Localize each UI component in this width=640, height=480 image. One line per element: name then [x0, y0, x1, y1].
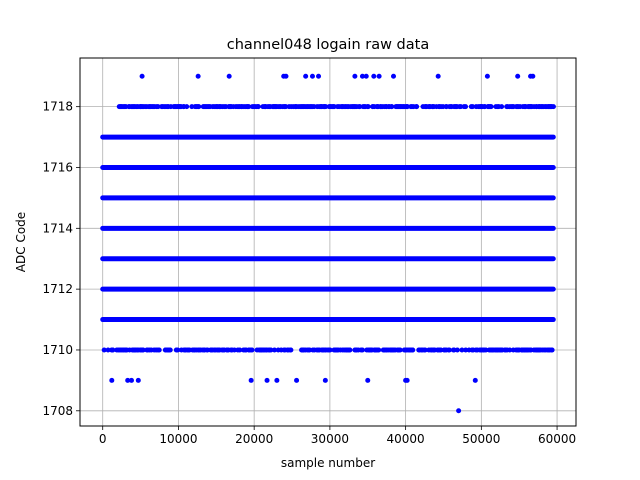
data-point	[175, 347, 181, 353]
data-point	[248, 377, 254, 383]
data-point	[125, 377, 131, 383]
data-point	[484, 73, 490, 79]
data-point	[294, 377, 300, 383]
data-point	[365, 377, 371, 383]
x-tick-label: 10000	[159, 432, 197, 446]
x-tick-label: 50000	[462, 432, 500, 446]
y-tick-label: 1718	[42, 100, 73, 114]
data-point	[327, 347, 333, 353]
y-tick-label: 1710	[42, 343, 73, 357]
data-point	[507, 347, 513, 353]
data-point	[463, 104, 469, 110]
data-point	[274, 377, 280, 383]
data-point	[135, 377, 141, 383]
data-point	[140, 347, 146, 353]
chart-title: channel048 logain raw data	[227, 37, 429, 53]
data-point	[272, 347, 278, 353]
data-point	[139, 73, 145, 79]
data-point	[156, 347, 162, 353]
data-point	[288, 347, 294, 353]
data-point	[391, 73, 397, 79]
y-tick-label: 1714	[42, 221, 73, 235]
data-point	[237, 347, 243, 353]
data-point	[446, 347, 452, 353]
data-point	[309, 73, 315, 79]
data-point	[303, 73, 309, 79]
data-point	[246, 104, 252, 110]
x-tick-label: 40000	[387, 432, 425, 446]
data-point	[316, 73, 322, 79]
data-point	[470, 104, 476, 110]
data-point	[515, 73, 521, 79]
data-point	[410, 347, 416, 353]
data-point	[456, 408, 462, 414]
data-points	[100, 73, 556, 414]
data-point	[549, 347, 555, 353]
x-tick-label: 30000	[311, 432, 349, 446]
data-point	[195, 73, 201, 79]
data-point	[226, 73, 232, 79]
data-point	[155, 104, 161, 110]
data-point	[249, 347, 255, 353]
data-point	[167, 347, 173, 353]
data-point	[105, 347, 111, 353]
data-point	[550, 104, 556, 110]
data-point	[389, 104, 395, 110]
data-point	[530, 73, 536, 79]
data-point	[184, 104, 190, 110]
data-point	[414, 104, 420, 110]
data-point	[488, 104, 494, 110]
data-point	[454, 347, 460, 353]
data-point	[376, 347, 382, 353]
data-point	[397, 347, 403, 353]
data-point	[264, 377, 270, 383]
data-point	[128, 377, 134, 383]
data-point	[109, 377, 115, 383]
data-point	[352, 73, 358, 79]
data-point	[323, 104, 329, 110]
data-point	[359, 347, 365, 353]
data-point	[371, 73, 377, 79]
data-point	[422, 347, 428, 353]
x-tick-label: 0	[99, 432, 107, 446]
data-point	[376, 73, 382, 79]
data-point	[499, 104, 505, 110]
y-tick-label: 1712	[42, 282, 73, 296]
data-point	[435, 73, 441, 79]
data-point	[459, 347, 465, 353]
x-tick-label: 60000	[538, 432, 576, 446]
data-point	[404, 104, 410, 110]
data-point	[196, 104, 202, 110]
data-point	[404, 377, 410, 383]
data-point	[359, 73, 365, 79]
y-axis-label: ADC Code	[14, 212, 28, 272]
axis-ticks: 0 10000 20000 30000 40000 50000 60000 1708 1710 1…	[42, 100, 576, 446]
data-point	[365, 104, 371, 110]
data-point	[347, 347, 353, 353]
x-tick-label: 20000	[235, 432, 273, 446]
data-point	[322, 377, 328, 383]
data-point	[255, 104, 261, 110]
y-tick-label: 1716	[42, 160, 73, 174]
data-point	[472, 377, 478, 383]
data-point	[268, 347, 274, 353]
plot-frame	[79, 57, 577, 427]
y-tick-label: 1708	[42, 404, 73, 418]
data-point	[110, 347, 116, 353]
data-point	[101, 347, 107, 353]
x-axis-label: sample number	[281, 456, 375, 470]
data-point	[363, 73, 369, 79]
data-point	[283, 73, 289, 79]
